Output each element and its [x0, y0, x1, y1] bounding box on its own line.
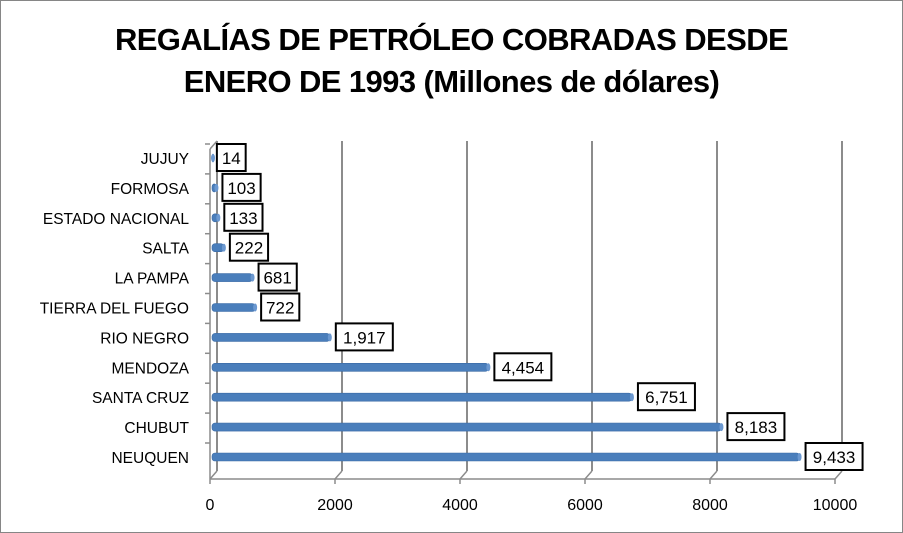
x-tick-label: 2000 [317, 497, 353, 514]
bar-end [250, 273, 255, 282]
bar [211, 392, 633, 402]
chart-title: REGALÍAS DE PETRÓLEO COBRADAS DESDE ENER… [1, 19, 902, 103]
category-label: JUJUY [141, 151, 189, 168]
bar [211, 273, 253, 282]
bar-end [719, 423, 724, 432]
data-label: 681 [263, 269, 291, 288]
data-label-box [215, 143, 247, 172]
data-label: 133 [229, 209, 257, 228]
x-tick-label: 10000 [813, 497, 858, 514]
data-label: 722 [266, 299, 294, 318]
category-label: FORMOSA [111, 181, 190, 198]
y-axis-top [209, 140, 218, 150]
data-label-box [221, 172, 262, 202]
category-label: SALTA [142, 241, 189, 258]
bar-end [797, 453, 802, 461]
category-label: CHUBUT [124, 420, 189, 437]
bar-end [629, 393, 634, 402]
data-label-box [260, 292, 301, 322]
floor-line [334, 470, 343, 480]
x-tick-label: 4000 [442, 497, 478, 514]
data-label-box [228, 232, 270, 262]
data-label: 103 [227, 179, 255, 198]
bar [211, 422, 722, 432]
bar-end [211, 154, 215, 162]
x-tick-label: 6000 [567, 497, 603, 514]
bar-end [253, 303, 258, 312]
data-label: 1,917 [343, 328, 386, 347]
category-label: SANTA CRUZ [92, 390, 189, 407]
bar [211, 452, 800, 462]
floor-line [459, 470, 468, 480]
bar-end [486, 363, 491, 372]
data-label: 222 [235, 239, 263, 258]
bar-end [216, 213, 221, 222]
category-label: MENDOZA [112, 360, 190, 377]
data-label-box [636, 382, 696, 412]
bar [211, 362, 489, 372]
title-line-2: ENERO DE 1993 (Millones de dólares) [183, 64, 720, 99]
data-label: 14 [222, 149, 241, 168]
data-label-box [726, 412, 786, 442]
floor-line [584, 470, 593, 480]
title-line-1: REGALÍAS DE PETRÓLEO COBRADAS DESDE [114, 22, 789, 57]
bar [211, 333, 331, 342]
data-label-box [804, 442, 864, 471]
category-label: TIERRA DEL FUEGO [40, 301, 189, 318]
floor-line [709, 470, 718, 480]
bar-end [327, 333, 332, 342]
data-label-box [493, 352, 553, 382]
x-tick-label: 0 [206, 497, 215, 514]
data-label: 4,454 [502, 358, 545, 377]
floor-line [834, 470, 843, 480]
data-label-box [257, 262, 298, 292]
category-label: LA PAMPA [115, 271, 190, 288]
x-tick-label: 8000 [692, 497, 728, 514]
data-label-box [334, 322, 394, 352]
data-label: 8,183 [735, 418, 778, 437]
floor-line [209, 470, 218, 480]
bar [211, 303, 256, 312]
bar-end [221, 243, 226, 252]
category-label: ESTADO NACIONAL [43, 211, 190, 228]
bar-end [214, 183, 219, 192]
data-label-box [223, 202, 264, 232]
data-label: 9,433 [813, 448, 856, 467]
data-label: 6,751 [645, 388, 688, 407]
category-label: RIO NEGRO [100, 330, 189, 347]
category-label: NEUQUEN [111, 450, 189, 467]
